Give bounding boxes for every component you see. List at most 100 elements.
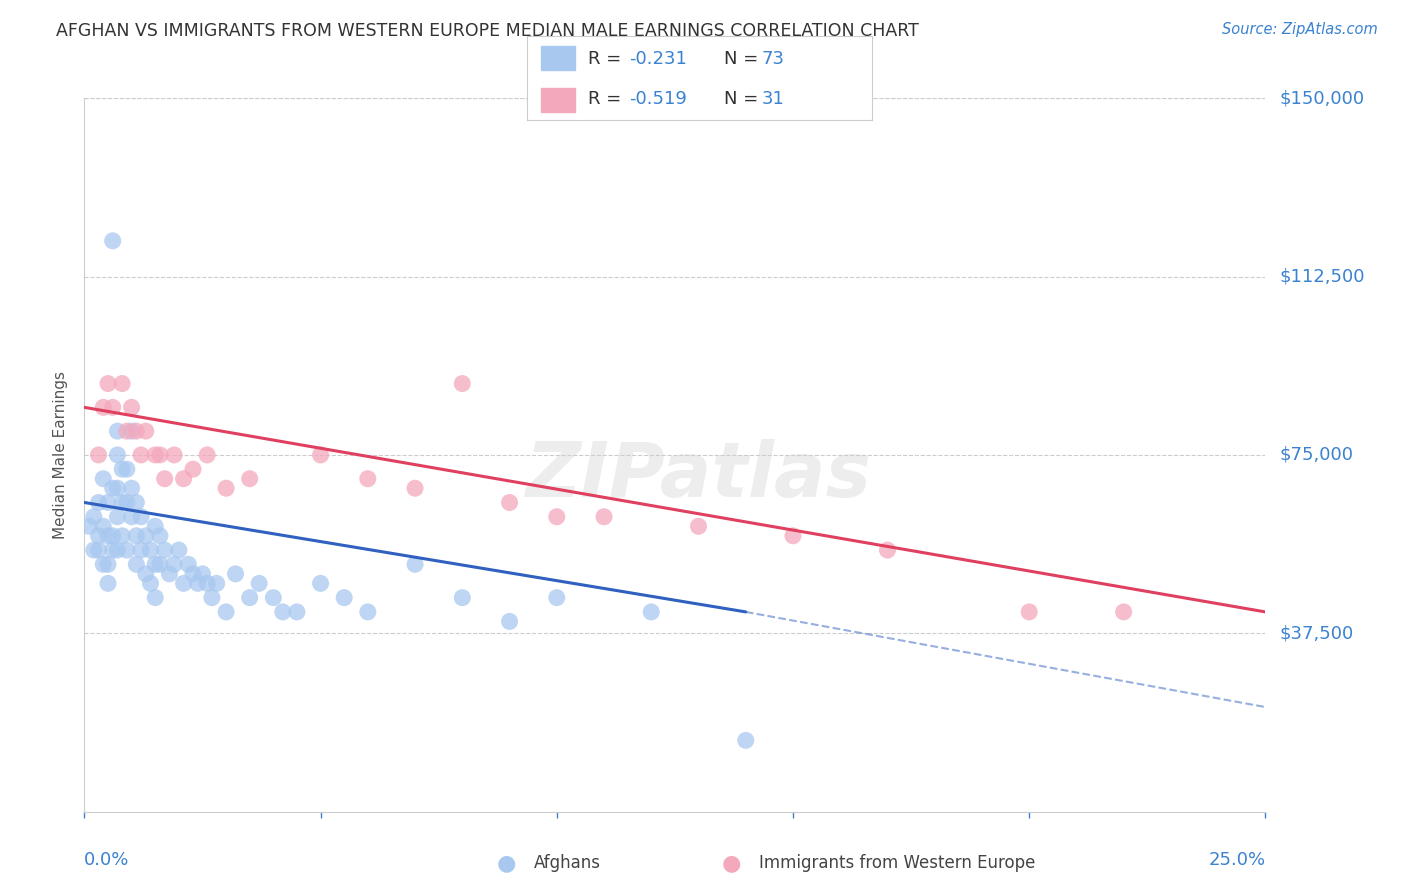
Point — [201, 591, 224, 605]
Point — [115, 495, 138, 509]
Point — [143, 591, 166, 605]
Point — [129, 509, 152, 524]
Bar — [541, 45, 575, 70]
Point — [225, 566, 247, 581]
Point — [149, 529, 172, 543]
Point — [129, 543, 152, 558]
Point — [153, 543, 176, 558]
Point — [139, 576, 162, 591]
Point — [546, 509, 568, 524]
Point — [593, 509, 616, 524]
Point — [97, 558, 120, 572]
Point — [205, 576, 228, 591]
Point — [125, 424, 148, 438]
Point — [309, 448, 332, 462]
Point — [167, 543, 190, 558]
Text: -0.519: -0.519 — [628, 90, 686, 108]
Point — [115, 424, 138, 438]
Bar — [541, 88, 575, 112]
Point — [173, 472, 195, 486]
Point — [181, 462, 204, 476]
Text: Source: ZipAtlas.com: Source: ZipAtlas.com — [1222, 22, 1378, 37]
Point — [125, 495, 148, 509]
Y-axis label: Median Male Earnings: Median Male Earnings — [53, 371, 69, 539]
Point — [498, 495, 520, 509]
Point — [121, 424, 143, 438]
Point — [97, 529, 120, 543]
Point — [91, 401, 114, 415]
Point — [195, 448, 218, 462]
Point — [135, 566, 157, 581]
Point — [149, 448, 172, 462]
Point — [285, 605, 308, 619]
Text: $112,500: $112,500 — [1279, 268, 1365, 285]
Point — [357, 605, 380, 619]
Text: 25.0%: 25.0% — [1208, 851, 1265, 869]
Point — [404, 481, 426, 495]
Point — [91, 519, 114, 533]
Point — [107, 543, 129, 558]
Point — [191, 566, 214, 581]
Point — [640, 605, 662, 619]
Point — [546, 591, 568, 605]
Point — [115, 543, 138, 558]
Point — [143, 558, 166, 572]
Point — [97, 376, 120, 391]
Text: ●: ● — [721, 854, 741, 873]
Point — [163, 448, 186, 462]
Text: R =: R = — [588, 90, 627, 108]
Point — [125, 558, 148, 572]
Point — [149, 558, 172, 572]
Point — [333, 591, 356, 605]
Point — [87, 448, 110, 462]
Point — [688, 519, 710, 533]
Point — [271, 605, 294, 619]
Point — [121, 509, 143, 524]
Point — [121, 481, 143, 495]
Point — [91, 472, 114, 486]
Point — [107, 481, 129, 495]
Point — [111, 462, 134, 476]
Point — [111, 376, 134, 391]
Point — [181, 566, 204, 581]
Point — [77, 519, 100, 533]
Text: R =: R = — [588, 50, 627, 68]
Point — [97, 495, 120, 509]
Point — [83, 543, 105, 558]
Point — [187, 576, 209, 591]
Point — [1018, 605, 1040, 619]
Point — [91, 558, 114, 572]
Point — [404, 558, 426, 572]
Text: $150,000: $150,000 — [1279, 89, 1364, 107]
Point — [262, 591, 284, 605]
Point — [173, 576, 195, 591]
Point — [177, 558, 200, 572]
Point — [309, 576, 332, 591]
Text: Afghans: Afghans — [534, 855, 602, 872]
Point — [143, 519, 166, 533]
Point — [87, 529, 110, 543]
Point — [125, 529, 148, 543]
Point — [1112, 605, 1135, 619]
Point — [163, 558, 186, 572]
Point — [87, 543, 110, 558]
Point — [107, 424, 129, 438]
Point — [451, 591, 474, 605]
Point — [195, 576, 218, 591]
Point — [157, 566, 180, 581]
Point — [143, 448, 166, 462]
Text: 73: 73 — [762, 50, 785, 68]
Point — [101, 481, 124, 495]
Text: $75,000: $75,000 — [1279, 446, 1354, 464]
Point — [153, 472, 176, 486]
Point — [135, 424, 157, 438]
Text: N =: N = — [724, 90, 763, 108]
Point — [101, 401, 124, 415]
Point — [111, 495, 134, 509]
Point — [87, 495, 110, 509]
Point — [107, 448, 129, 462]
Text: Immigrants from Western Europe: Immigrants from Western Europe — [759, 855, 1036, 872]
Point — [782, 529, 804, 543]
Point — [239, 472, 262, 486]
Point — [107, 509, 129, 524]
